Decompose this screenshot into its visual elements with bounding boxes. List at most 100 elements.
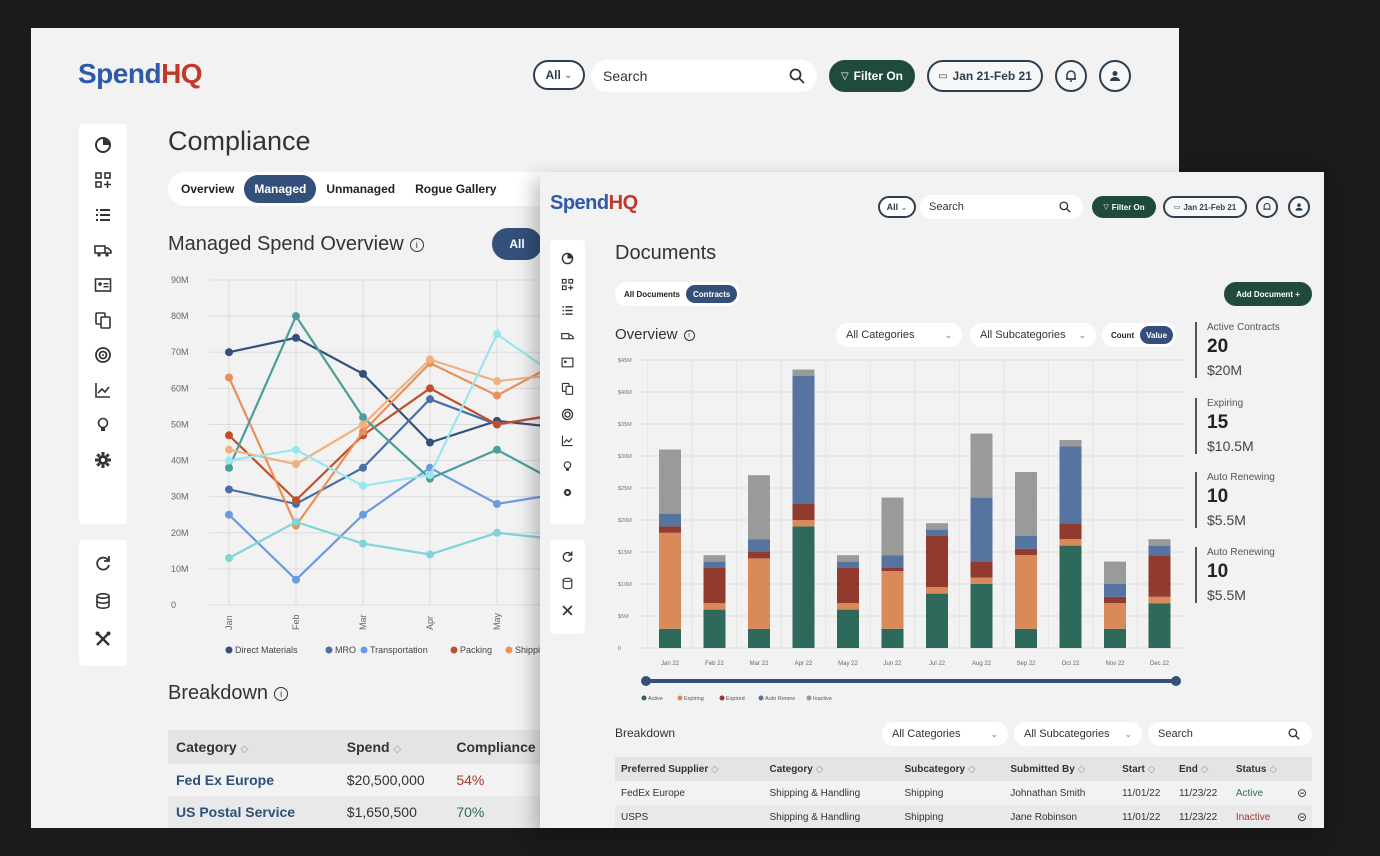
list-icon[interactable] xyxy=(94,206,112,224)
count-toggle[interactable]: Count xyxy=(1111,330,1135,340)
notifications-button[interactable] xyxy=(1055,60,1087,92)
sort-icon[interactable]: ◇ xyxy=(815,763,824,775)
database-icon[interactable] xyxy=(94,592,112,610)
stat-card-auto-renewing-2[interactable]: Auto Renewing 10 $5.5M xyxy=(1195,547,1305,603)
tab-all-documents[interactable]: All Documents xyxy=(624,289,681,299)
search-icon[interactable] xyxy=(789,68,805,84)
table-row[interactable]: FedEx Europe Shipping & Handling Shippin… xyxy=(615,781,1312,805)
target-icon[interactable] xyxy=(561,408,574,421)
table-row[interactable]: Fed Ex Europe $20,500,000 54% xyxy=(168,764,568,796)
lightbulb-icon[interactable] xyxy=(561,460,574,473)
scope-select[interactable]: All ⌄ xyxy=(533,60,585,90)
tab-contracts[interactable]: Contracts xyxy=(686,285,738,303)
category-cell: Shipping & Handling xyxy=(769,787,861,799)
tab-managed[interactable]: Managed xyxy=(244,175,317,203)
info-icon[interactable]: i xyxy=(274,686,289,701)
column-header[interactable]: Start ◇ xyxy=(1122,763,1156,775)
column-header[interactable]: Category ◇ xyxy=(769,763,824,775)
more-options-icon[interactable]: ⊝ xyxy=(1296,810,1308,824)
database-icon[interactable] xyxy=(561,577,574,590)
date-range-button[interactable]: ▭ Jan 21-Feb 21 xyxy=(927,60,1043,92)
search-icon[interactable] xyxy=(1288,728,1300,740)
grid-add-icon[interactable] xyxy=(94,171,112,189)
tab-unmanaged[interactable]: Unmanaged xyxy=(326,182,396,196)
table-row[interactable]: USPS Shipping & Handling Shipping Jane R… xyxy=(615,805,1312,828)
tools-icon[interactable] xyxy=(561,604,574,617)
pie-chart-icon[interactable] xyxy=(94,136,112,154)
utility-sidebar xyxy=(79,540,127,666)
info-icon[interactable]: i xyxy=(683,329,695,341)
contact-card-icon[interactable] xyxy=(561,356,574,369)
status-badge: Inactive xyxy=(1235,811,1271,823)
column-header[interactable]: Preferred Supplier ◇ xyxy=(621,763,719,775)
documents-icon[interactable] xyxy=(561,382,574,395)
search-icon[interactable] xyxy=(1059,201,1071,213)
column-header[interactable]: Status ◇ xyxy=(1235,763,1277,775)
line-chart-icon[interactable] xyxy=(94,381,112,399)
contact-card-icon[interactable] xyxy=(94,276,112,294)
breakdown-search-input[interactable]: Search xyxy=(1148,722,1312,746)
categories-select[interactable]: All Categories ⌄ xyxy=(836,323,962,347)
column-header[interactable]: Submitted By ◇ xyxy=(1010,763,1086,775)
sort-icon[interactable]: ◇ xyxy=(240,744,249,755)
add-document-button[interactable]: Add Document + xyxy=(1224,282,1312,306)
subcategories-select[interactable]: All Subcategories ⌄ xyxy=(970,323,1096,347)
bar-segment xyxy=(881,497,904,556)
search-input[interactable]: Search xyxy=(920,195,1083,219)
series-line xyxy=(228,336,549,444)
column-header[interactable]: End ◇ xyxy=(1178,763,1209,775)
filter-button[interactable]: ▽ Filter On xyxy=(829,60,915,92)
sort-icon[interactable]: ◇ xyxy=(1200,763,1209,775)
documents-bar-chart: 0 $5M $10M $15M $20M $25M $30M $35M $40M $45M Jan … xyxy=(618,358,1185,702)
sort-icon[interactable]: ◇ xyxy=(393,744,402,755)
column-header[interactable]: Category ◇ xyxy=(176,739,249,755)
tools-icon[interactable] xyxy=(94,630,112,648)
refresh-icon[interactable] xyxy=(561,550,574,563)
documents-icon[interactable] xyxy=(94,311,112,329)
stat-card-active[interactable]: Active Contracts 20 $20M xyxy=(1195,322,1305,378)
filter-button[interactable]: ▽ Filter On xyxy=(1092,196,1156,218)
lightbulb-icon[interactable] xyxy=(94,416,112,434)
spendhq-logo[interactable]: SpendHQ xyxy=(78,58,203,89)
profile-button[interactable] xyxy=(1288,196,1310,218)
sort-icon[interactable]: ◇ xyxy=(1077,763,1086,775)
value-toggle[interactable]: Value xyxy=(1140,326,1174,344)
tab-rogue-gallery[interactable]: Rogue Gallery xyxy=(415,182,497,196)
column-header[interactable]: Subcategory ◇ xyxy=(904,763,976,775)
tab-overview[interactable]: Overview xyxy=(181,182,235,196)
bar-segment xyxy=(748,475,770,540)
notifications-button[interactable] xyxy=(1256,196,1278,218)
refresh-icon[interactable] xyxy=(94,554,112,572)
category-link[interactable]: Fed Ex Europe xyxy=(176,772,275,788)
data-point xyxy=(225,510,233,519)
truck-icon[interactable] xyxy=(561,330,574,343)
search-input[interactable]: Search xyxy=(591,60,817,92)
gear-icon[interactable] xyxy=(561,486,574,499)
stat-card-auto-renewing[interactable]: Auto Renewing 10 $5.5M xyxy=(1195,472,1305,528)
line-chart-icon[interactable] xyxy=(561,434,574,447)
scope-select[interactable]: All ⌄ xyxy=(878,196,916,218)
column-header[interactable]: Spend ◇ xyxy=(346,739,402,755)
spendhq-logo[interactable]: SpendHQ xyxy=(550,192,638,214)
target-icon[interactable] xyxy=(94,346,112,364)
table-row[interactable]: US Postal Service $1,650,500 70% xyxy=(168,796,568,828)
category-link[interactable]: US Postal Service xyxy=(176,804,296,820)
grid-add-icon[interactable] xyxy=(561,278,574,291)
sort-icon[interactable]: ◇ xyxy=(1269,763,1277,775)
sort-icon[interactable]: ◇ xyxy=(967,763,976,775)
more-options-icon[interactable]: ⊝ xyxy=(1296,786,1308,800)
truck-icon[interactable] xyxy=(94,241,112,259)
pie-chart-icon[interactable] xyxy=(561,252,574,265)
all-series-button[interactable]: All xyxy=(492,228,542,260)
profile-button[interactable] xyxy=(1099,60,1131,92)
sort-icon[interactable]: ◇ xyxy=(711,763,719,775)
gear-icon[interactable] xyxy=(94,451,112,469)
breakdown-categories-select[interactable]: All Categories ⌄ xyxy=(882,722,1008,746)
date-range-button[interactable]: ▭ Jan 21-Feb 21 xyxy=(1163,196,1247,218)
sort-icon[interactable]: ◇ xyxy=(1147,763,1156,775)
list-icon[interactable] xyxy=(561,304,574,317)
breakdown-subcategories-select[interactable]: All Subcategories ⌄ xyxy=(1014,722,1142,746)
column-header[interactable]: Compliance xyxy=(456,739,536,755)
stat-card-expiring[interactable]: Expiring 15 $10.5M xyxy=(1195,398,1305,454)
info-icon[interactable]: i xyxy=(409,237,424,252)
